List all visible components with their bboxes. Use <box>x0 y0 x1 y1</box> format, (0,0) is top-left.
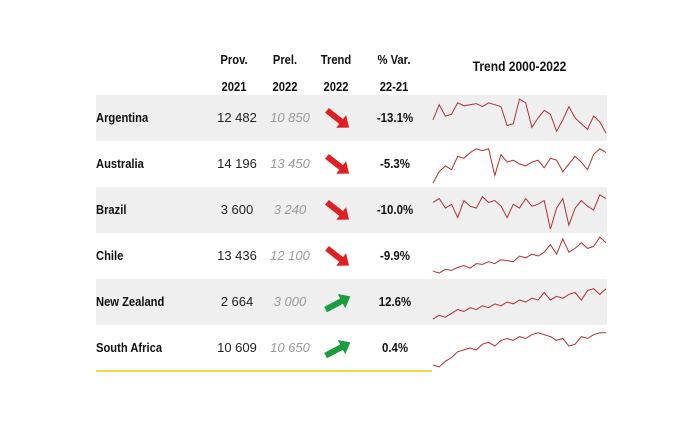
header-trend-line1: Trend <box>320 52 352 67</box>
header-prov-line1: Prov. <box>220 52 248 67</box>
trend-down-arrow-icon <box>325 108 350 128</box>
table-row: Chile 13 436 12 100 -9.9% <box>96 233 607 279</box>
variation-value: -10.0% <box>376 202 414 217</box>
header-prel-line2: 2022 <box>272 79 298 94</box>
variation-value: 0.4% <box>381 340 409 355</box>
prel-2022-value: 10 650 <box>270 340 310 355</box>
sparkline <box>432 332 606 368</box>
country-label: Australia <box>96 156 144 171</box>
prel-2022-value: 10 850 <box>270 110 310 125</box>
sparkline-series <box>432 194 607 230</box>
accent-underline <box>96 370 432 372</box>
prel-2022-value: 13 450 <box>270 156 310 171</box>
header-prov-line2: 2021 <box>221 79 247 94</box>
country-label: New Zealand <box>96 294 165 309</box>
header-var-line1: % Var. <box>377 52 411 67</box>
sparkline-title: Trend 2000-2022 <box>472 58 567 74</box>
table-row: Argentina 12 482 10 850 -13.1% <box>96 95 607 141</box>
prel-2022-value: 12 100 <box>270 248 310 263</box>
country-label: South Africa <box>96 340 163 355</box>
trend-down-arrow-icon <box>325 154 350 174</box>
sparkline <box>432 194 607 230</box>
table-row: Australia 14 196 13 450 -5.3% <box>96 141 607 187</box>
prov-2021-value: 13 436 <box>217 248 257 263</box>
prel-2022-value: 3 000 <box>273 294 307 309</box>
header-prel: Prel. 2022 <box>264 46 305 100</box>
trend-down-arrow-icon <box>325 246 350 266</box>
country-label: Argentina <box>96 110 149 125</box>
sparkline <box>432 236 607 274</box>
header-prov: Prov. 2021 <box>213 46 254 100</box>
variation-value: 12.6% <box>378 294 412 309</box>
sparkline-series <box>432 332 606 368</box>
header-var-line2: 22-21 <box>379 79 409 94</box>
prov-2021-value: 10 609 <box>217 340 257 355</box>
prov-2021-value: 3 600 <box>220 202 254 217</box>
trend-up-arrow-icon <box>324 294 351 313</box>
country-label: Chile <box>96 248 124 263</box>
prel-2022-value: 3 240 <box>273 202 307 217</box>
sparkline-series <box>432 98 607 134</box>
header-trend: Trend 2022 <box>315 46 356 100</box>
variation-value: -9.9% <box>380 248 410 263</box>
sparkline <box>432 148 607 184</box>
variation-value: -13.1% <box>376 110 414 125</box>
variation-value: -5.3% <box>380 156 410 171</box>
prov-2021-value: 14 196 <box>217 156 257 171</box>
header-trend-line2: 2022 <box>323 79 349 94</box>
sparkline <box>432 288 607 320</box>
sparkline <box>432 98 607 134</box>
sparkline-series <box>432 148 607 184</box>
trend-down-arrow-icon <box>325 200 350 220</box>
header-var: % Var. 22-21 <box>370 46 418 100</box>
country-label: Brazil <box>96 202 127 217</box>
header-prel-line1: Prel. <box>272 52 298 67</box>
trend-up-arrow-icon <box>324 340 351 359</box>
sparkline-series <box>432 288 607 320</box>
prov-2021-value: 12 482 <box>217 110 257 125</box>
table-row: Brazil 3 600 3 240 -10.0% <box>96 187 607 233</box>
table-row: South Africa 10 609 10 650 0.4% <box>96 325 607 371</box>
prov-2021-value: 2 664 <box>220 294 254 309</box>
table-row: New Zealand 2 664 3 000 12.6% <box>96 279 607 325</box>
sparkline-series <box>432 236 607 274</box>
